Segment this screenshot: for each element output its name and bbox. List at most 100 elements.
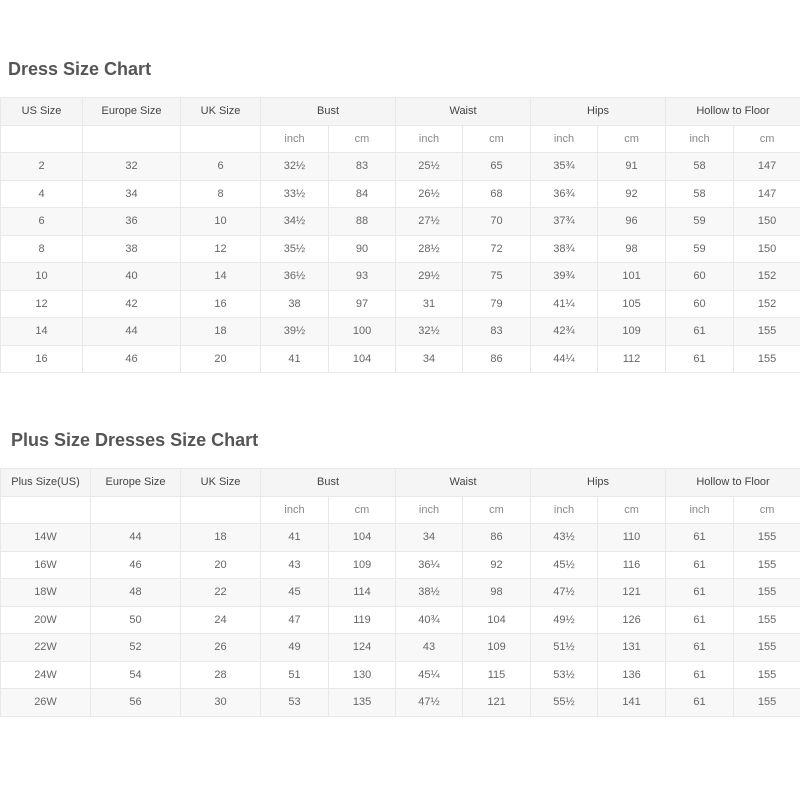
table-row: 10 40 14 36½ 93 29½ 75 39¾ 101 60 152 bbox=[0, 262, 800, 291]
table-cell: 20 bbox=[180, 344, 261, 373]
table-cell: 6 bbox=[180, 152, 261, 181]
table-cell: 26 bbox=[180, 633, 261, 662]
group-header: Bust bbox=[259, 97, 397, 126]
table-cell: 28½ bbox=[395, 234, 464, 263]
table-cell: 135 bbox=[327, 688, 397, 717]
table-cell: 109 bbox=[327, 550, 397, 579]
table-cell: 53½ bbox=[530, 660, 599, 689]
group-header: Hollow to Floor bbox=[665, 468, 800, 497]
unit-label: inch bbox=[665, 495, 735, 524]
table-cell: 33½ bbox=[260, 179, 329, 208]
table-cell: 44 bbox=[82, 317, 181, 346]
table-cell: 20W bbox=[0, 605, 91, 634]
table-cell: 46 bbox=[90, 550, 181, 579]
table-cell: 35¾ bbox=[530, 152, 599, 181]
table-cell: 36½ bbox=[260, 262, 329, 291]
table-cell: 58 bbox=[665, 179, 735, 208]
table-cell: 79 bbox=[462, 289, 532, 318]
group-header: Bust bbox=[259, 468, 397, 497]
table-cell: 109 bbox=[462, 633, 532, 662]
table-cell: 61 bbox=[665, 578, 735, 607]
table-cell: 86 bbox=[462, 523, 532, 552]
empty-cell bbox=[0, 495, 91, 524]
table-cell: 124 bbox=[327, 633, 397, 662]
table-cell: 18 bbox=[180, 523, 261, 552]
table-row: 12 42 16 38 97 31 79 41¼ 105 60 152 bbox=[0, 289, 800, 318]
table-cell: 45 bbox=[260, 578, 329, 607]
table-cell: 86 bbox=[462, 344, 532, 373]
table-cell: 32½ bbox=[395, 317, 464, 346]
table-cell: 121 bbox=[597, 578, 667, 607]
table-cell: 49 bbox=[260, 633, 329, 662]
table-cell: 155 bbox=[733, 344, 800, 373]
table-cell: 12 bbox=[180, 234, 261, 263]
table-cell: 44 bbox=[90, 523, 181, 552]
unit-label: inch bbox=[665, 124, 735, 153]
table-cell: 121 bbox=[462, 688, 532, 717]
table-cell: 32½ bbox=[260, 152, 329, 181]
table-cell: 48 bbox=[90, 578, 181, 607]
table-cell: 4 bbox=[0, 179, 83, 208]
table-cell: 97 bbox=[327, 289, 397, 318]
table-cell: 155 bbox=[733, 578, 800, 607]
table-cell: 42¾ bbox=[530, 317, 599, 346]
column-header: Europe Size bbox=[90, 468, 181, 497]
empty-cell bbox=[180, 124, 261, 153]
table-cell: 59 bbox=[665, 207, 735, 236]
group-header: Hips bbox=[530, 97, 667, 126]
table-row: 8 38 12 35½ 90 28½ 72 38¾ 98 59 150 bbox=[0, 234, 800, 263]
table-row: 16 46 20 41 104 34 86 44¼ 112 61 155 bbox=[0, 344, 800, 373]
table-cell: 41 bbox=[260, 523, 329, 552]
table-cell: 130 bbox=[327, 660, 397, 689]
table-cell: 47½ bbox=[395, 688, 464, 717]
plus-size-table: Plus Size(US) Europe Size UK Size Bust Waist… bbox=[0, 468, 800, 717]
table-cell: 51½ bbox=[530, 633, 599, 662]
table-cell: 52 bbox=[90, 633, 181, 662]
table-cell: 104 bbox=[327, 344, 397, 373]
table-cell: 58 bbox=[665, 152, 735, 181]
group-header: Hips bbox=[530, 468, 667, 497]
table-cell: 114 bbox=[327, 578, 397, 607]
table-cell: 8 bbox=[0, 234, 83, 263]
table-cell: 61 bbox=[665, 660, 735, 689]
table-cell: 155 bbox=[733, 317, 800, 346]
table-cell: 2 bbox=[0, 152, 83, 181]
table-cell: 56 bbox=[90, 688, 181, 717]
plus-size-chart-title: Plus Size Dresses Size Chart bbox=[11, 430, 259, 450]
table-cell: 59 bbox=[665, 234, 735, 263]
column-header: Europe Size bbox=[82, 97, 181, 126]
table-cell: 61 bbox=[665, 550, 735, 579]
table-cell: 47½ bbox=[530, 578, 599, 607]
table-cell: 43 bbox=[260, 550, 329, 579]
table-cell: 24 bbox=[180, 605, 261, 634]
table-cell: 98 bbox=[462, 578, 532, 607]
table-cell: 27½ bbox=[395, 207, 464, 236]
table-cell: 16 bbox=[180, 289, 261, 318]
table-cell: 31 bbox=[395, 289, 464, 318]
table-cell: 101 bbox=[597, 262, 667, 291]
empty-cell bbox=[82, 124, 181, 153]
table-cell: 147 bbox=[733, 152, 800, 181]
table-cell: 49½ bbox=[530, 605, 599, 634]
table-cell: 93 bbox=[327, 262, 397, 291]
table-cell: 53 bbox=[260, 688, 329, 717]
table-cell: 75 bbox=[462, 262, 532, 291]
table-row: 16W 46 20 43 109 36¼ 92 45½ 116 61 155 bbox=[0, 550, 800, 579]
table-cell: 131 bbox=[597, 633, 667, 662]
column-header: US Size bbox=[0, 97, 83, 126]
table-cell: 16 bbox=[0, 344, 83, 373]
table-cell: 26W bbox=[0, 688, 91, 717]
table-cell: 29½ bbox=[395, 262, 464, 291]
table-cell: 104 bbox=[327, 523, 397, 552]
column-header: Plus Size(US) bbox=[0, 468, 91, 497]
table-cell: 43 bbox=[395, 633, 464, 662]
table-cell: 65 bbox=[462, 152, 532, 181]
table-cell: 61 bbox=[665, 605, 735, 634]
table-cell: 112 bbox=[597, 344, 667, 373]
table-cell: 35½ bbox=[260, 234, 329, 263]
table-row: 2 32 6 32½ 83 25½ 65 35¾ 91 58 147 bbox=[0, 152, 800, 181]
table-cell: 155 bbox=[733, 550, 800, 579]
table-cell: 98 bbox=[597, 234, 667, 263]
table-cell: 39½ bbox=[260, 317, 329, 346]
unit-label: inch bbox=[395, 124, 464, 153]
